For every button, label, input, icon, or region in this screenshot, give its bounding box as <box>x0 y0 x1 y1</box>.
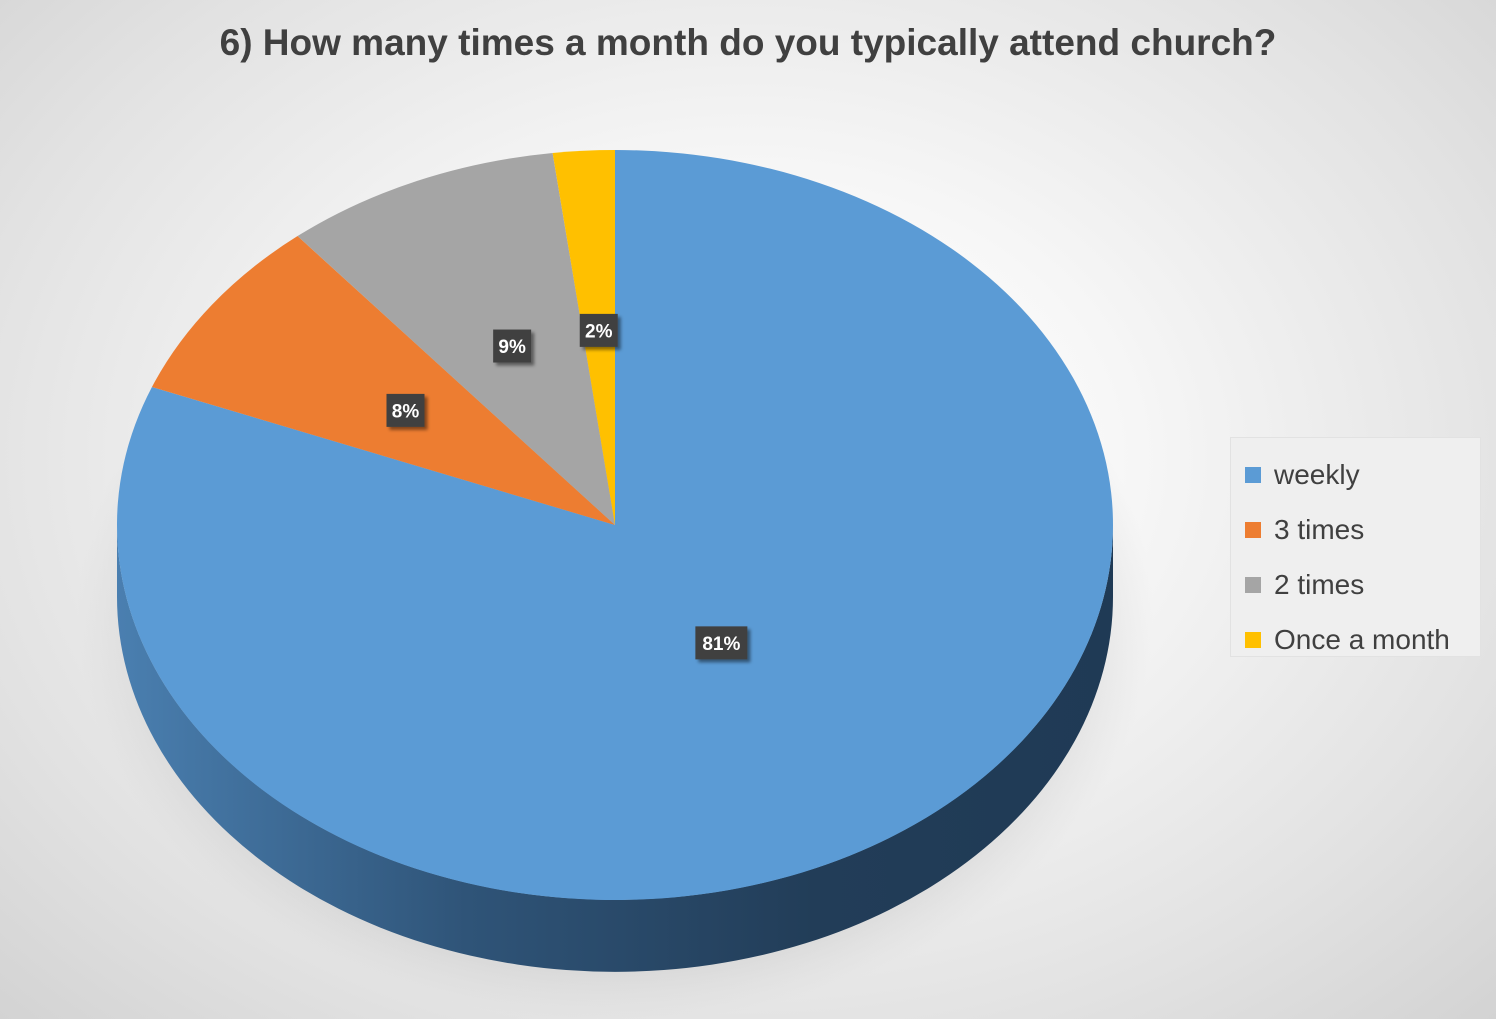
data-label-2-times: 9% <box>493 329 532 363</box>
legend-item-2-times: 2 times <box>1231 557 1480 612</box>
data-label-text: 8% <box>392 401 420 422</box>
data-label-once-a-month: 2% <box>579 313 618 347</box>
legend-label: 2 times <box>1274 568 1365 600</box>
legend-item-weekly: weekly <box>1231 447 1480 502</box>
legend-label: 3 times <box>1274 513 1365 545</box>
legend-label: weekly <box>1274 458 1360 490</box>
legend-swatch <box>1245 576 1261 593</box>
legend-swatch <box>1245 631 1261 648</box>
chart-legend: weekly 3 times 2 times Once a month <box>1230 437 1481 657</box>
data-label-text: 81% <box>702 634 740 655</box>
pie-side-wall <box>117 525 1113 972</box>
legend-item-3-times: 3 times <box>1231 502 1480 557</box>
legend-item-once-a-month: Once a month <box>1231 612 1480 667</box>
data-label-text: 9% <box>498 337 526 358</box>
legend-swatch <box>1245 466 1261 483</box>
pie-slice-3-times <box>151 236 615 525</box>
data-label-text: 2% <box>585 321 613 342</box>
chart-title: 6) How many times a month do you typical… <box>219 22 1277 63</box>
pie-slice-2-times <box>297 152 615 526</box>
legend-swatch <box>1245 521 1261 538</box>
data-label-weekly: 81% <box>695 626 748 660</box>
data-label-3-times: 8% <box>386 393 425 427</box>
legend-label: Once a month <box>1274 623 1450 655</box>
